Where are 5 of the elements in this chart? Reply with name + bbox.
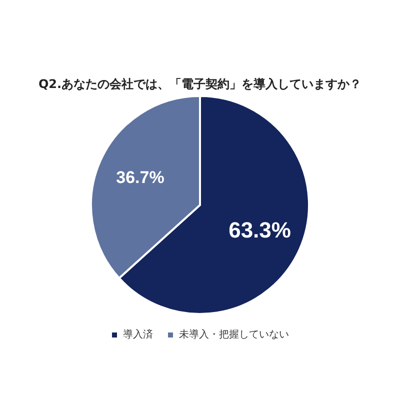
legend-label: 導入済 [123, 328, 153, 341]
data-label: 63.3% [228, 218, 291, 243]
chart-title: Q2.あなたの会社では、「電子契約」を導入していますか？ [37, 76, 363, 93]
legend-label: 未導入・把握していない [179, 328, 289, 341]
data-label: 36.7% [116, 168, 164, 188]
